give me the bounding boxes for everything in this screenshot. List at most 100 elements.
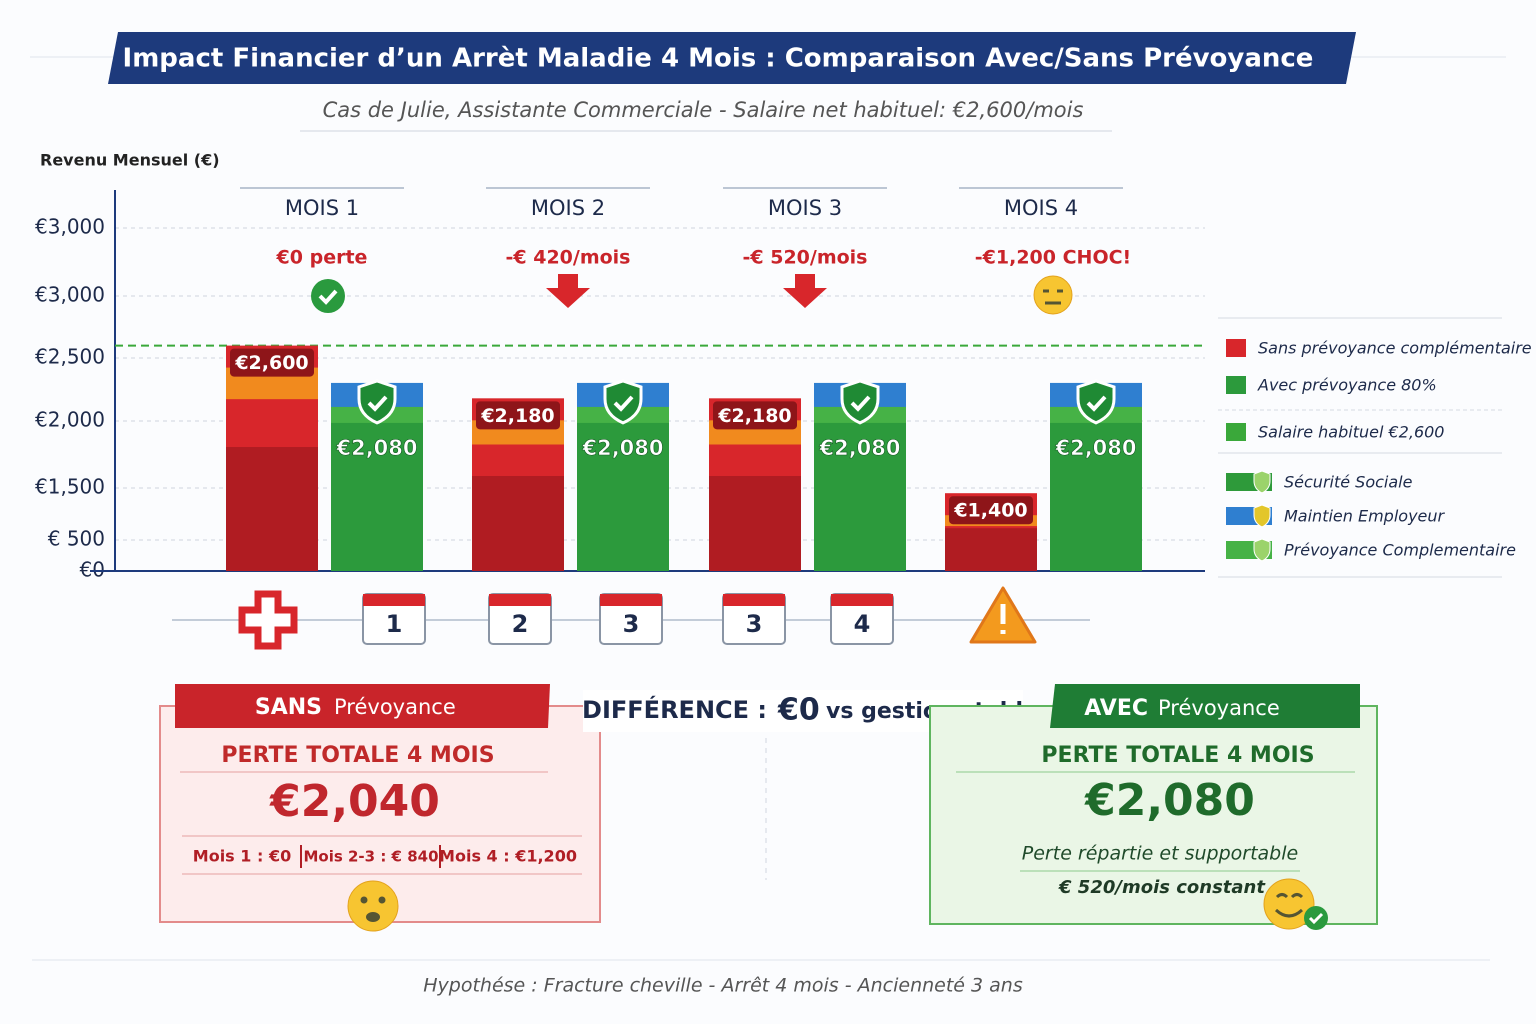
value-label: €2,080 xyxy=(1054,436,1136,460)
annotation: €0 perte xyxy=(276,247,368,269)
legend-label: Sans prévoyance complémentaire xyxy=(1258,339,1532,358)
check xyxy=(367,395,388,412)
shield xyxy=(840,379,880,425)
title-banner xyxy=(108,32,1356,84)
value-label: €2,180 xyxy=(717,405,791,427)
panel-detail: Mois 1 : €0 xyxy=(193,847,291,866)
panel-header: Prévoyance xyxy=(1158,696,1280,720)
check xyxy=(1086,395,1107,412)
y-tick-label: €3,000 xyxy=(35,283,105,307)
annotation: -€1,200 CHOC! xyxy=(975,247,1131,269)
panel-tag: SANS xyxy=(255,695,322,720)
check-mark xyxy=(318,289,338,305)
calendar-day: 2 xyxy=(512,610,529,638)
y-tick-label: €1,500 xyxy=(35,475,105,499)
difference-label: DIFFÉRENCE : xyxy=(582,695,767,724)
shield xyxy=(357,379,397,425)
shield-icon xyxy=(840,379,880,425)
panel-tab xyxy=(1050,684,1360,728)
bar-band xyxy=(226,447,318,571)
legend xyxy=(1218,317,1502,578)
panel-title: PERTE TOTALE 4 MOIS xyxy=(1041,743,1314,768)
legend-badge xyxy=(1253,538,1271,562)
y-tick-label: € 500 xyxy=(48,527,105,551)
legend-swatch xyxy=(1226,339,1246,357)
calendar-top xyxy=(363,594,425,606)
calendar-top xyxy=(600,594,662,606)
value-label: €1,400 xyxy=(953,500,1027,522)
legend-label: Salaire habituel €2,600 xyxy=(1258,423,1444,442)
y-tick-label: €2,000 xyxy=(35,408,105,432)
value-label: €2,080 xyxy=(818,436,900,460)
legend-label: Prévoyance Complementaire xyxy=(1284,541,1516,560)
calendar-top xyxy=(723,594,785,606)
value-label: €2,180 xyxy=(480,405,554,427)
calendar-day: 3 xyxy=(623,610,640,638)
value-label: €2,080 xyxy=(335,436,417,460)
calendar-top xyxy=(489,594,551,606)
sad-emoji xyxy=(347,880,399,932)
panel-amount: €2,080 xyxy=(1084,775,1255,826)
shield-icon xyxy=(357,379,397,425)
worried-emoji xyxy=(1033,275,1073,315)
x-tick-label: MOIS 4 xyxy=(1004,196,1078,220)
sans-panel: SANS Prévoyance PERTE TOTALE 4 MOIS €2,0… xyxy=(159,684,601,932)
bar xyxy=(1050,410,1142,571)
y-tick-label: €0 xyxy=(80,558,105,582)
panel-detail: Mois 2-3 : € 840 xyxy=(303,848,438,866)
y-tick-label: €2,500 xyxy=(35,345,105,369)
bar xyxy=(814,410,906,571)
value-label-bg xyxy=(949,496,1033,525)
legend-label: Avec prévoyance 80% xyxy=(1257,376,1437,395)
panel-title: PERTE TOTALE 4 MOIS xyxy=(221,743,494,768)
calendar-day: 4 xyxy=(854,610,871,638)
legend-label: Sécurité Sociale xyxy=(1284,473,1413,492)
panel-tag: AVEC xyxy=(1084,696,1148,721)
worried-face xyxy=(1043,289,1063,305)
value-label-bg xyxy=(713,401,797,430)
difference: DIFFÉRENCE : €0 vs gestion stable xyxy=(582,690,1038,880)
cross-icon xyxy=(238,590,298,650)
down-arrow xyxy=(783,274,827,308)
chart-title: Impact Financier d’un Arrèt Maladie 4 Mo… xyxy=(123,44,1314,74)
panel-line: € 520/mois constant xyxy=(1058,877,1266,898)
y-axis-label: Revenu Mensuel (€) xyxy=(40,151,220,170)
bar xyxy=(577,410,669,571)
shield xyxy=(603,379,643,425)
shield-icon xyxy=(1076,379,1116,425)
calendar-top xyxy=(831,594,893,606)
legend-badge xyxy=(1253,470,1271,494)
check-icon xyxy=(311,279,345,313)
annotation: -€ 520/mois xyxy=(743,247,868,269)
check xyxy=(613,395,634,412)
footer: Hypothése : Fracture cheville - Arrêt 4 … xyxy=(423,975,1023,997)
chart-subtitle: Cas de Julie, Assistante Commerciale - S… xyxy=(323,98,1084,122)
legend-label: Maintien Employeur xyxy=(1284,507,1446,526)
bar xyxy=(331,410,423,571)
calendar-day: 3 xyxy=(746,610,763,638)
legend-swatch xyxy=(1226,423,1246,441)
x-tick-label: MOIS 2 xyxy=(531,196,605,220)
down-arrow xyxy=(546,274,590,308)
difference-value: €0 xyxy=(777,693,820,728)
value-label-bg xyxy=(230,348,314,377)
value-label-bg xyxy=(476,401,560,430)
check xyxy=(850,395,871,412)
bar-band xyxy=(472,476,564,571)
shield-icon xyxy=(603,379,643,425)
x-tick-label: MOIS 1 xyxy=(285,196,359,220)
legend-badge xyxy=(1253,504,1271,528)
value-label: €2,080 xyxy=(581,436,663,460)
avec-panel: AVEC Prévoyance PERTE TOTALE 4 MOIS €2,0… xyxy=(929,684,1378,930)
value-label: €2,600 xyxy=(234,352,308,374)
legend-swatch xyxy=(1226,376,1246,394)
happy-emoji xyxy=(1263,878,1328,930)
x-tick-label: MOIS 3 xyxy=(768,196,842,220)
panel-tab xyxy=(175,684,550,728)
panel-header: Prévoyance xyxy=(334,695,456,719)
panel-detail: Mois 4 : €1,200 xyxy=(439,847,577,866)
bar-band xyxy=(709,476,801,571)
y-tick-label: €3,000 xyxy=(35,215,105,239)
